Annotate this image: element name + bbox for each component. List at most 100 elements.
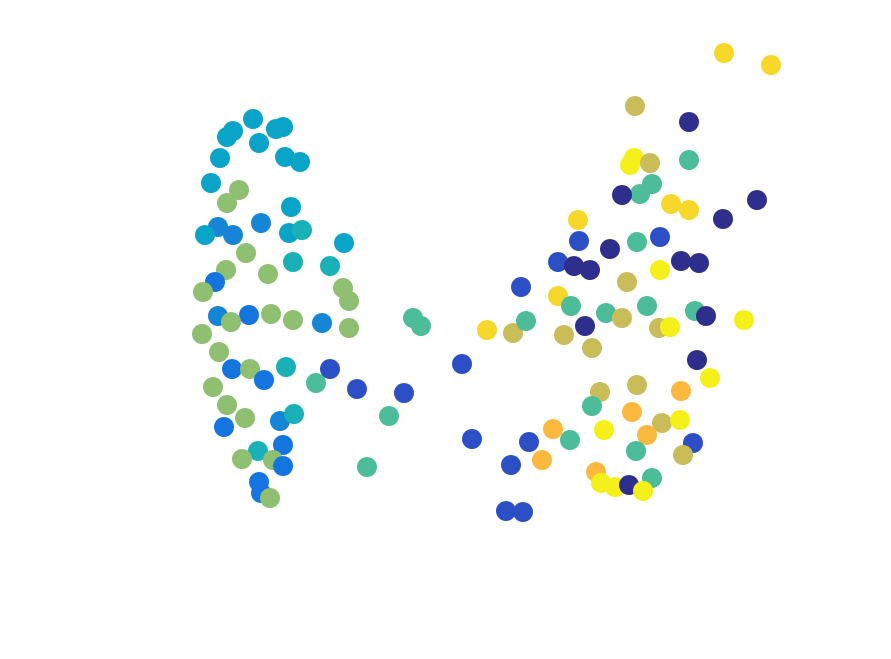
scatter-point-18 xyxy=(292,220,312,240)
scatter-point-103 xyxy=(596,303,616,323)
scatter-point-30 xyxy=(239,305,259,325)
scatter-point-112 xyxy=(554,325,574,345)
scatter-point-81 xyxy=(640,153,660,173)
scatter-point-78 xyxy=(679,150,699,170)
scatter-point-64 xyxy=(452,354,472,374)
scatter-point-99 xyxy=(650,260,670,280)
scatter-point-61 xyxy=(379,406,399,426)
scatter-point-120 xyxy=(622,402,642,422)
scatter-point-60 xyxy=(394,383,414,403)
scatter-point-0 xyxy=(243,109,263,129)
scatter-point-5 xyxy=(249,133,269,153)
scatter-point-40 xyxy=(254,370,274,390)
scatter-point-83 xyxy=(630,184,650,204)
scatter-point-65 xyxy=(462,429,482,449)
scatter-point-71 xyxy=(501,455,521,475)
scatter-point-91 xyxy=(600,239,620,259)
scatter-point-46 xyxy=(217,395,237,415)
scatter-point-90 xyxy=(569,231,589,251)
scatter-point-118 xyxy=(671,381,691,401)
scatter-point-76 xyxy=(625,96,645,116)
scatter-point-124 xyxy=(560,430,580,450)
scatter-point-44 xyxy=(203,377,223,397)
scatter-point-68 xyxy=(516,311,536,331)
scatter-point-109 xyxy=(696,306,716,326)
scatter-point-16 xyxy=(223,225,243,245)
scatter-point-125 xyxy=(594,420,614,440)
scatter-point-86 xyxy=(679,200,699,220)
scatter-point-34 xyxy=(312,313,332,333)
scatter-point-74 xyxy=(714,43,734,63)
scatter-point-26 xyxy=(193,282,213,302)
scatter-point-45 xyxy=(347,379,367,399)
scatter-point-47 xyxy=(235,408,255,428)
scatter-point-117 xyxy=(627,375,647,395)
scatter-point-63 xyxy=(411,316,431,336)
scatter-point-105 xyxy=(637,296,657,316)
scatter-point-87 xyxy=(713,209,733,229)
scatter-point-95 xyxy=(564,256,584,276)
scatter-point-10 xyxy=(229,180,249,200)
scatter-point-77 xyxy=(679,112,699,132)
scatter-point-15 xyxy=(195,225,215,245)
scatter-point-31 xyxy=(221,312,241,332)
scatter-point-4 xyxy=(273,117,293,137)
scatter-point-21 xyxy=(283,252,303,272)
scatter-point-67 xyxy=(503,323,523,343)
scatter-point-24 xyxy=(258,264,278,284)
scatter-point-51 xyxy=(273,435,293,455)
scatter-point-80 xyxy=(620,155,640,175)
scatter-point-92 xyxy=(627,232,647,252)
scatter-point-28 xyxy=(339,291,359,311)
scatter-point-115 xyxy=(700,368,720,388)
scatter-point-11 xyxy=(217,193,237,213)
scatter-point-42 xyxy=(320,359,340,379)
scatter-point-129 xyxy=(532,450,552,470)
scatter-point-19 xyxy=(334,233,354,253)
scatter-point-119 xyxy=(582,396,602,416)
scatter-point-102 xyxy=(561,296,581,316)
scatter-point-14 xyxy=(251,213,271,233)
scatter-point-22 xyxy=(320,256,340,276)
scatter-point-72 xyxy=(496,501,516,521)
scatter-point-56 xyxy=(357,457,377,477)
scatter-point-41 xyxy=(276,357,296,377)
scatter-point-122 xyxy=(670,410,690,430)
scatter-point-111 xyxy=(575,316,595,336)
scatter-point-59 xyxy=(260,488,280,508)
scatter-point-73 xyxy=(513,502,533,522)
scatter-point-113 xyxy=(582,338,602,358)
scatter-point-107 xyxy=(660,317,680,337)
scatter-point-93 xyxy=(650,227,670,247)
scatter-point-39 xyxy=(240,359,260,379)
scatter-point-114 xyxy=(687,350,707,370)
scatter-point-89 xyxy=(568,210,588,230)
scatter-point-104 xyxy=(612,308,632,328)
scatter-point-49 xyxy=(284,404,304,424)
scatter-point-52 xyxy=(248,441,268,461)
scatter-point-75 xyxy=(761,55,781,75)
scatter-point-37 xyxy=(209,342,229,362)
scatter-point-53 xyxy=(232,449,252,469)
scatter-point-130 xyxy=(673,445,693,465)
scatter-point-38 xyxy=(222,359,242,379)
scatter-point-100 xyxy=(617,272,637,292)
scatter-point-35 xyxy=(339,318,359,338)
scatter-point-110 xyxy=(734,310,754,330)
scatter-point-136 xyxy=(633,481,653,501)
scatter-point-123 xyxy=(543,419,563,439)
scatter-point-94 xyxy=(548,252,568,272)
scatter-point-70 xyxy=(519,432,539,452)
scatter-point-84 xyxy=(612,185,632,205)
scatter-point-43 xyxy=(306,373,326,393)
scatter-point-66 xyxy=(477,320,497,340)
scatter-point-69 xyxy=(511,277,531,297)
point-group xyxy=(192,43,781,522)
scatter-point-6 xyxy=(210,148,230,168)
scatter-point-128 xyxy=(626,441,646,461)
scatter-point-20 xyxy=(236,243,256,263)
scatter-point-55 xyxy=(273,456,293,476)
scatter-point-36 xyxy=(192,324,212,344)
